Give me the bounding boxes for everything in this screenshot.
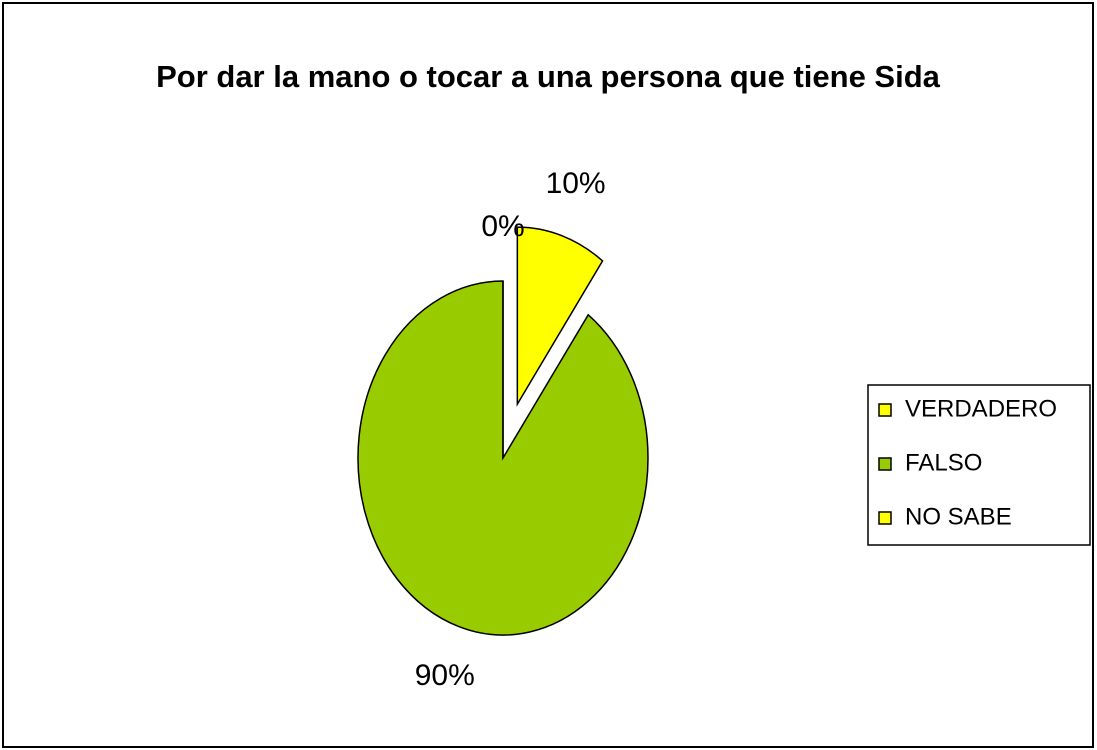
chart-title: Por dar la mano o tocar a una persona qu… — [156, 59, 940, 94]
pie-slice — [516, 226, 604, 407]
legend-swatch — [878, 403, 892, 417]
legend-swatch — [878, 457, 892, 471]
legend-box — [867, 384, 1091, 546]
data-label: 10% — [546, 167, 606, 200]
data-label: 90% — [415, 659, 475, 692]
legend-label: FALSO — [905, 449, 982, 476]
legend-swatch — [878, 511, 892, 525]
legend-label: NO SABE — [905, 503, 1012, 530]
data-label: 0% — [481, 210, 524, 243]
pie-slice — [357, 280, 649, 636]
legend-label: VERDADERO — [905, 395, 1057, 422]
